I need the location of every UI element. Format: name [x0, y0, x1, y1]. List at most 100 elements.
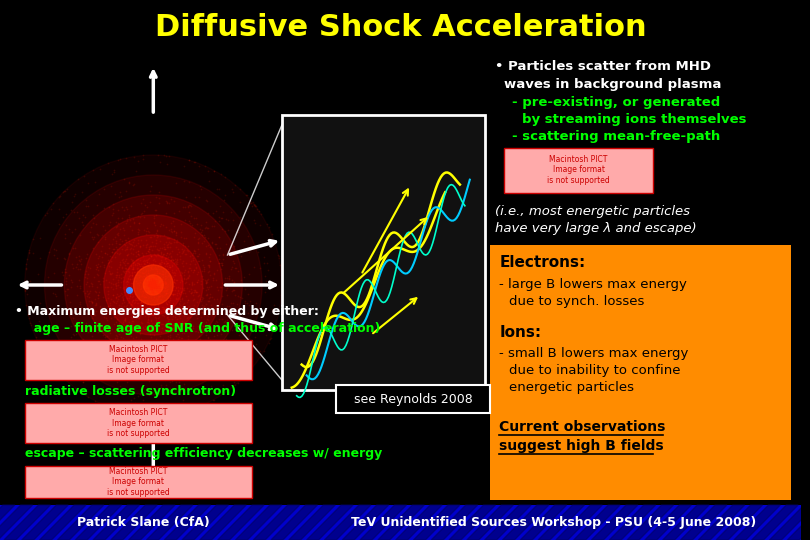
Polygon shape: [164, 505, 211, 540]
Point: [194, 313, 207, 322]
Point: [121, 327, 134, 336]
Point: [120, 281, 133, 290]
Point: [100, 322, 113, 331]
Point: [117, 318, 130, 326]
Point: [146, 295, 159, 303]
Point: [178, 319, 191, 328]
Point: [209, 316, 222, 325]
Point: [132, 272, 145, 281]
Point: [170, 249, 183, 258]
Point: [148, 280, 161, 289]
Point: [232, 228, 245, 237]
Point: [201, 314, 214, 323]
Point: [33, 234, 46, 242]
Point: [185, 326, 198, 335]
Point: [202, 294, 215, 302]
Point: [179, 202, 192, 211]
Point: [150, 265, 163, 274]
Point: [177, 284, 190, 292]
Point: [187, 296, 200, 305]
Point: [145, 274, 158, 283]
Point: [122, 298, 135, 306]
Point: [139, 275, 151, 284]
Point: [150, 290, 163, 299]
Point: [121, 259, 134, 267]
Point: [130, 272, 143, 281]
Point: [207, 208, 220, 217]
Point: [151, 277, 164, 286]
Point: [202, 208, 215, 217]
Point: [228, 367, 241, 376]
Point: [92, 291, 104, 299]
Point: [203, 267, 216, 275]
Point: [152, 278, 165, 287]
Point: [147, 281, 160, 289]
Point: [85, 233, 98, 242]
Point: [79, 280, 92, 288]
Point: [166, 291, 179, 299]
Point: [129, 289, 142, 298]
Point: [165, 261, 178, 270]
Point: [102, 290, 115, 299]
Point: [149, 228, 162, 237]
Point: [249, 202, 262, 211]
Point: [150, 295, 163, 303]
Point: [130, 271, 143, 280]
Point: [131, 261, 144, 269]
Point: [170, 307, 183, 315]
Point: [129, 304, 142, 313]
Point: [174, 219, 187, 228]
Point: [184, 316, 197, 325]
Point: [164, 263, 177, 272]
Point: [134, 242, 147, 251]
Point: [103, 335, 116, 344]
Point: [49, 292, 62, 301]
Point: [79, 309, 92, 318]
Point: [96, 258, 109, 266]
Point: [131, 228, 144, 237]
Point: [148, 283, 161, 292]
Point: [134, 284, 147, 293]
Circle shape: [84, 215, 223, 355]
Point: [132, 295, 145, 304]
Point: [120, 293, 133, 302]
Point: [68, 330, 81, 339]
Point: [109, 242, 122, 251]
Point: [131, 336, 144, 345]
Point: [104, 181, 117, 190]
Point: [116, 293, 129, 301]
Polygon shape: [0, 505, 15, 540]
Point: [163, 287, 176, 296]
Polygon shape: [129, 505, 175, 540]
Point: [156, 269, 168, 278]
Point: [175, 304, 188, 313]
Point: [150, 272, 163, 280]
Point: [143, 254, 156, 262]
Point: [134, 299, 147, 308]
Point: [126, 281, 139, 290]
Point: [137, 322, 150, 331]
Text: energetic particles: energetic particles: [509, 381, 634, 394]
Point: [190, 309, 202, 318]
Point: [144, 292, 157, 300]
Point: [143, 245, 156, 254]
Point: [178, 289, 191, 298]
Point: [275, 287, 288, 295]
Point: [122, 288, 134, 296]
Point: [189, 286, 202, 295]
Point: [160, 312, 173, 321]
Point: [147, 300, 160, 309]
Point: [193, 305, 206, 313]
Point: [214, 244, 227, 253]
Point: [113, 292, 126, 300]
Point: [139, 284, 151, 293]
Point: [40, 348, 53, 356]
Point: [104, 348, 117, 356]
Point: [185, 211, 198, 220]
Point: [134, 282, 147, 291]
Point: [131, 392, 144, 400]
Point: [155, 403, 168, 412]
Point: [108, 320, 121, 328]
Point: [142, 254, 155, 263]
Point: [225, 262, 238, 271]
